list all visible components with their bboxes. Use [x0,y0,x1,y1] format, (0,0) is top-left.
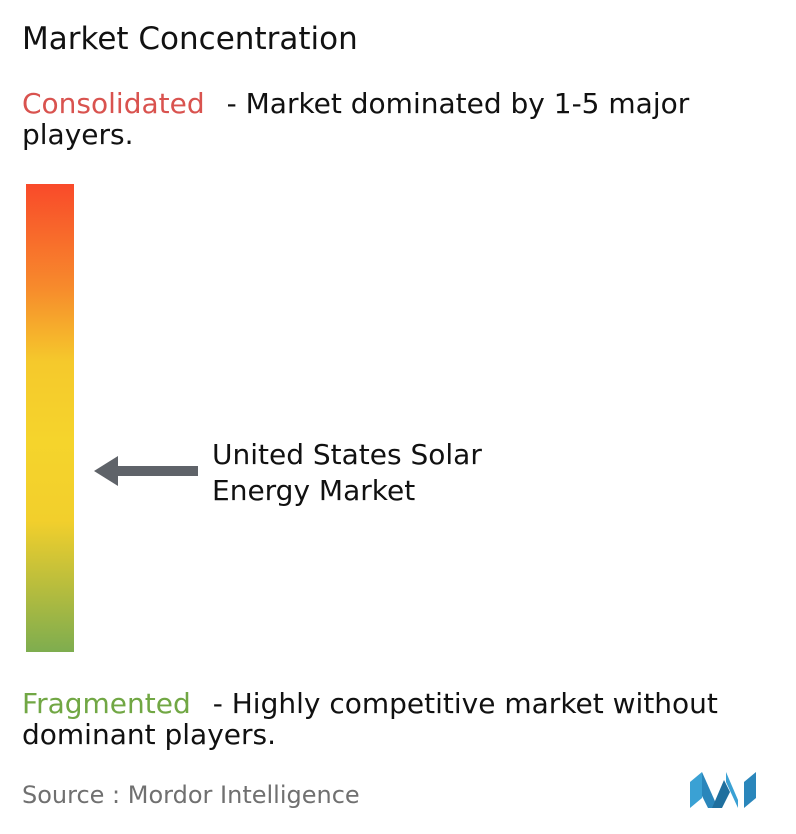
chart-title: Market Concentration [22,21,358,57]
consolidated-description: Consolidated - Market dominated by 1-5 ma… [22,88,782,150]
market-marker-label: United States Solar Energy Market [212,437,542,509]
arrow-head [94,456,118,486]
consolidated-label: Consolidated [22,87,205,120]
fragmented-label: Fragmented [22,687,191,720]
market-position-arrow [94,456,198,486]
market-name-line2: Energy Market [212,474,416,507]
mordor-intelligence-logo-icon [690,772,756,808]
arrow-shaft [116,466,198,476]
fragmented-description: Fragmented - Highly competitive market wi… [22,688,782,750]
consolidated-text: - Market dominated by 1-5 major players. [22,87,690,151]
source-credit: Source : Mordor Intelligence [22,781,360,809]
concentration-scale-bar [26,184,74,652]
market-name-line1: United States Solar [212,438,482,471]
fragmented-text: - Highly competitive market without domi… [22,687,718,751]
